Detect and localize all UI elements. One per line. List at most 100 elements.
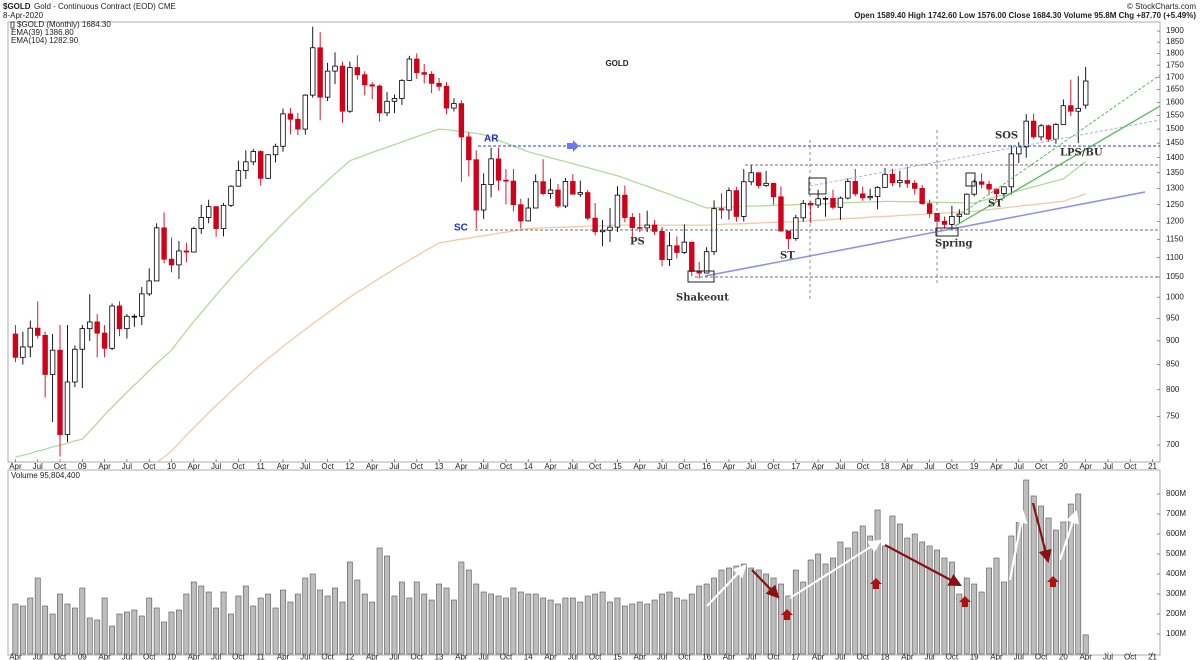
y-tick-label: 1750 <box>1166 60 1184 69</box>
x-tick-label: Apr <box>9 653 22 660</box>
x-tick-label: Oct <box>500 462 513 471</box>
highlight-box <box>935 227 959 237</box>
x-tick-label: Apr <box>544 653 557 660</box>
volume-bar <box>213 607 220 655</box>
volume-bar <box>540 597 547 655</box>
arrow <box>1031 502 1052 564</box>
candle-body <box>362 74 368 86</box>
candle-body <box>1045 125 1052 140</box>
candle-body <box>495 158 502 181</box>
arrow <box>789 539 882 599</box>
x-tick-label: 21 <box>1148 462 1157 471</box>
candle-body <box>436 82 442 87</box>
x-tick-label: 13 <box>435 653 444 660</box>
x-tick-label: Oct <box>143 653 156 660</box>
annotation: ST <box>780 251 795 262</box>
candle-body <box>986 183 992 190</box>
y-tick-label: 1250 <box>1166 200 1184 209</box>
x-tick-label: Oct <box>946 462 959 471</box>
volume-bar <box>42 605 49 655</box>
volume-bar <box>1023 479 1030 655</box>
volume-bar <box>205 591 212 655</box>
x-tick-label: Apr <box>366 653 379 660</box>
up-arrow <box>1047 576 1059 587</box>
candle-body <box>87 321 93 330</box>
candle-body <box>20 346 26 358</box>
candle-body <box>748 172 754 183</box>
volume-bar <box>339 601 346 655</box>
annotation: ST <box>988 199 1003 210</box>
candle-body <box>867 196 873 199</box>
x-tick-label: Apr <box>366 462 379 471</box>
y-tick-label: 1800 <box>1166 49 1184 58</box>
candle-body <box>882 173 888 188</box>
volume-bar <box>12 603 19 655</box>
volume-bar <box>176 609 182 655</box>
legend-swatch <box>10 21 15 29</box>
candle-body <box>213 206 219 229</box>
volume-bar <box>384 555 390 655</box>
candle-body <box>733 190 740 217</box>
volume-bar <box>369 601 376 655</box>
candle-body <box>317 47 323 98</box>
y-tick-label: 1200 <box>1166 217 1184 226</box>
x-tick-label: Jul <box>33 653 43 660</box>
volume-bar <box>1038 505 1044 655</box>
candle-body <box>770 182 777 198</box>
volume-bar <box>993 557 1000 655</box>
x-tick-label: Jul <box>122 653 132 660</box>
candle-body <box>599 229 606 233</box>
x-tick-label: 15 <box>613 462 622 471</box>
candle-body <box>860 193 866 199</box>
volume-bar <box>1067 503 1074 655</box>
candle-body <box>191 228 197 253</box>
candle-body <box>176 250 182 266</box>
y-tick-label: 700 <box>1166 440 1180 449</box>
x-tick-label: Apr <box>901 653 914 660</box>
x-tick-label: Apr <box>544 462 557 471</box>
candle-body <box>57 349 63 435</box>
volume-bar <box>406 597 413 655</box>
candle-body <box>64 381 71 435</box>
candle-body <box>124 315 130 330</box>
volume-bar <box>116 613 123 655</box>
candle-body <box>822 198 829 200</box>
volume-bar <box>317 589 324 655</box>
volume-bar <box>599 591 606 655</box>
volume-bar <box>882 545 888 655</box>
x-tick-label: Apr <box>812 653 825 660</box>
x-tick-label: 10 <box>167 653 176 660</box>
candle-body <box>525 207 531 222</box>
volume-bar <box>480 591 487 655</box>
candle-body <box>651 224 658 232</box>
volume-bar <box>948 561 955 655</box>
x-tick-label: Jul <box>33 462 43 471</box>
x-tick-label: Oct <box>767 462 780 471</box>
candle-body <box>101 332 108 349</box>
candle-body <box>518 204 524 222</box>
volume-bar <box>711 577 717 655</box>
x-tick-label: Oct <box>678 462 691 471</box>
candle-body <box>510 180 517 206</box>
volume-bar <box>934 549 940 655</box>
volume-bar <box>64 603 71 655</box>
highlight-box <box>687 270 715 283</box>
candle-body <box>443 85 450 109</box>
volume-bar <box>34 577 41 655</box>
volume-bar <box>19 605 26 655</box>
volume-panel <box>7 469 1161 656</box>
volume-bar <box>896 523 903 655</box>
volume-bar <box>978 591 985 655</box>
x-tick-label: Oct <box>1035 653 1048 660</box>
legend-ema: EMA(104) 1282.90 <box>11 36 79 45</box>
candle-body <box>79 328 86 350</box>
y-tick-label: 900 <box>1166 336 1180 345</box>
candle-body <box>1016 146 1022 155</box>
volume-bar <box>681 599 688 655</box>
volume-bar <box>1060 521 1067 655</box>
x-tick-label: Oct <box>321 653 334 660</box>
volume-bar <box>971 583 978 655</box>
x-tick-label: Apr <box>812 462 825 471</box>
candle-body <box>161 227 167 260</box>
instrument-name: Gold - Continuous Contract (EOD) CME <box>34 2 176 11</box>
